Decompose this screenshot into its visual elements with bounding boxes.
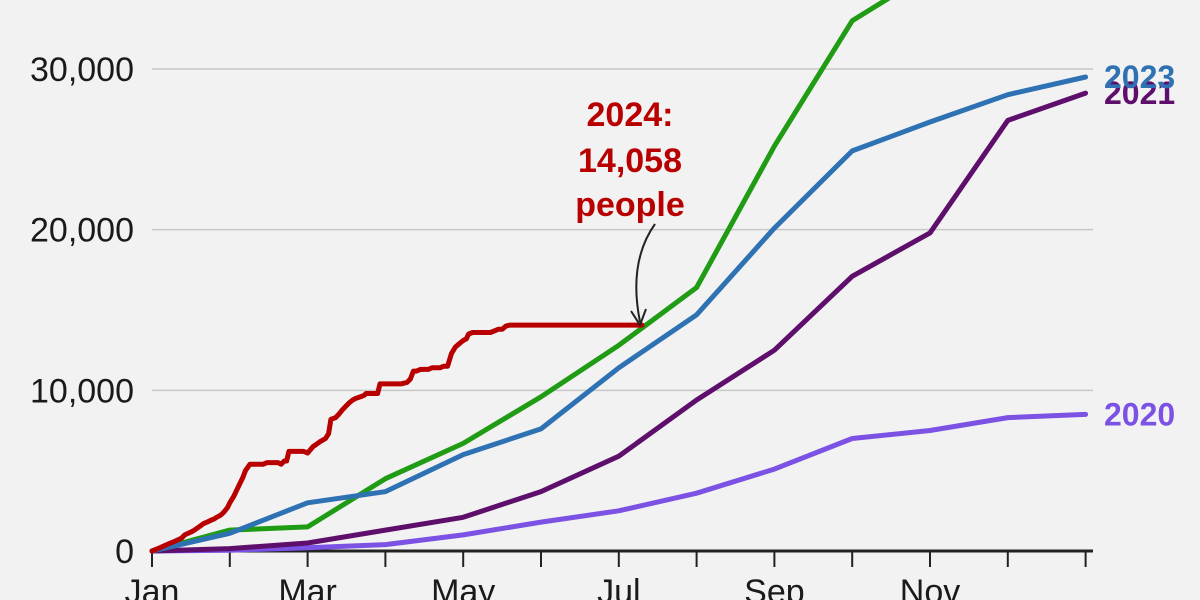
series-line-2020 [149,411,1089,554]
annotation: 2024: 14,058 people [575,96,685,328]
series-line-2021 [149,90,1089,554]
x-tick-label-jul: Jul [597,573,640,600]
annotation-arrowhead [630,308,647,328]
x-tick-label-sep: Sep [744,573,805,600]
grid-layer [152,68,1093,392]
series-line-2024 [149,322,645,554]
series-line-2023 [149,74,1089,554]
annotation-arrow [635,223,656,323]
axis-layer: 0 10,000 20,000 30,000 Jan Mar May Jul Sep Nov [30,51,1093,600]
y-tick-label-3: 30,000 [30,51,134,89]
annotation-line-2: 14,058 [578,142,682,180]
x-tick-label-jan: Jan [125,573,180,600]
series-line-2022 [149,0,891,554]
series-label-2021: 2021 [1104,75,1175,111]
y-tick-label-2: 20,000 [30,212,134,250]
y-tick-label-0: 0 [115,533,134,571]
series-label-2023: 2023 [1104,59,1175,95]
series-label-2020: 2020 [1104,396,1175,432]
annotation-line-1: 2024: [587,96,674,134]
series-layer [149,0,1089,554]
annotation-line-3: people [575,186,685,224]
y-tick-label-1: 10,000 [30,372,134,410]
x-tick-label-nov: Nov [900,573,960,600]
x-tick-label-mar: Mar [278,573,337,600]
x-tick-label-may: May [431,573,495,600]
